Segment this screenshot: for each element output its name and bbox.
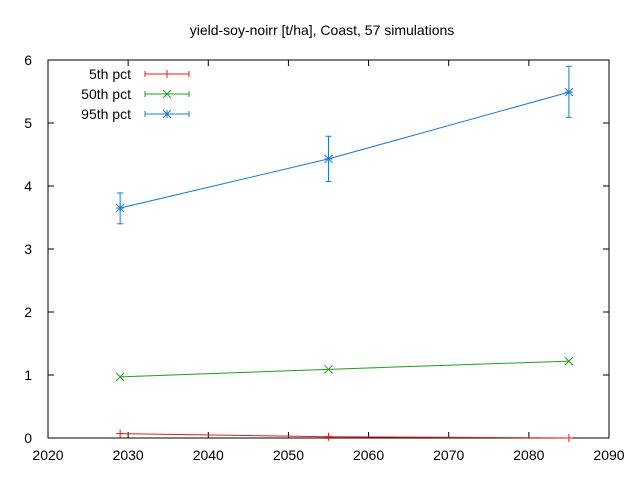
series-line — [120, 433, 569, 439]
data-point — [116, 429, 125, 438]
data-point — [564, 356, 574, 366]
legend-marker — [162, 109, 172, 119]
x-tick-label: 2040 — [193, 447, 224, 463]
x-tick-label: 2080 — [513, 447, 544, 463]
series-line — [120, 360, 569, 378]
series-1 — [115, 356, 574, 382]
series-0 — [116, 429, 573, 442]
series-line — [120, 91, 570, 209]
y-axis: 0 1 2 3 4 5 6 — [24, 52, 609, 446]
y-tick-label: 1 — [24, 367, 32, 383]
plot-frame — [47, 59, 610, 439]
data-point — [564, 87, 574, 97]
legend-marker — [162, 89, 172, 99]
chart-title: yield-soy-noirr [t/ha], Coast, 57 simula… — [190, 22, 455, 38]
y-tick-label: 5 — [24, 115, 32, 131]
series-2 — [115, 65, 574, 225]
data-point — [564, 434, 573, 442]
data-point — [115, 203, 125, 213]
x-tick-label: 2070 — [433, 447, 464, 463]
x-tick-label: 2030 — [113, 447, 144, 463]
data-point — [324, 154, 333, 164]
legend-label: 50th pct — [81, 86, 131, 102]
legend-label: 5th pct — [89, 66, 131, 82]
data-point — [324, 364, 333, 374]
x-tick-label: 2050 — [273, 447, 304, 463]
y-tick-label: 0 — [24, 430, 32, 446]
legend: 5th pct 50th pct 95th pct — [81, 66, 190, 122]
x-tick-label: 2060 — [353, 447, 384, 463]
series-layer — [115, 65, 574, 442]
legend-marker — [163, 70, 171, 78]
y-tick-label: 4 — [24, 178, 32, 194]
y-tick-label: 2 — [24, 304, 32, 320]
x-tick-label: 2090 — [593, 447, 624, 463]
y-tick-label: 6 — [24, 52, 32, 68]
legend-label: 95th pct — [81, 106, 131, 122]
data-point — [115, 372, 125, 382]
y-tick-label: 3 — [24, 241, 32, 257]
data-point — [324, 432, 333, 441]
x-tick-label: 2020 — [32, 447, 63, 463]
x-axis: 2020 2030 2040 2050 2060 2070 2080 2090 — [32, 60, 625, 463]
